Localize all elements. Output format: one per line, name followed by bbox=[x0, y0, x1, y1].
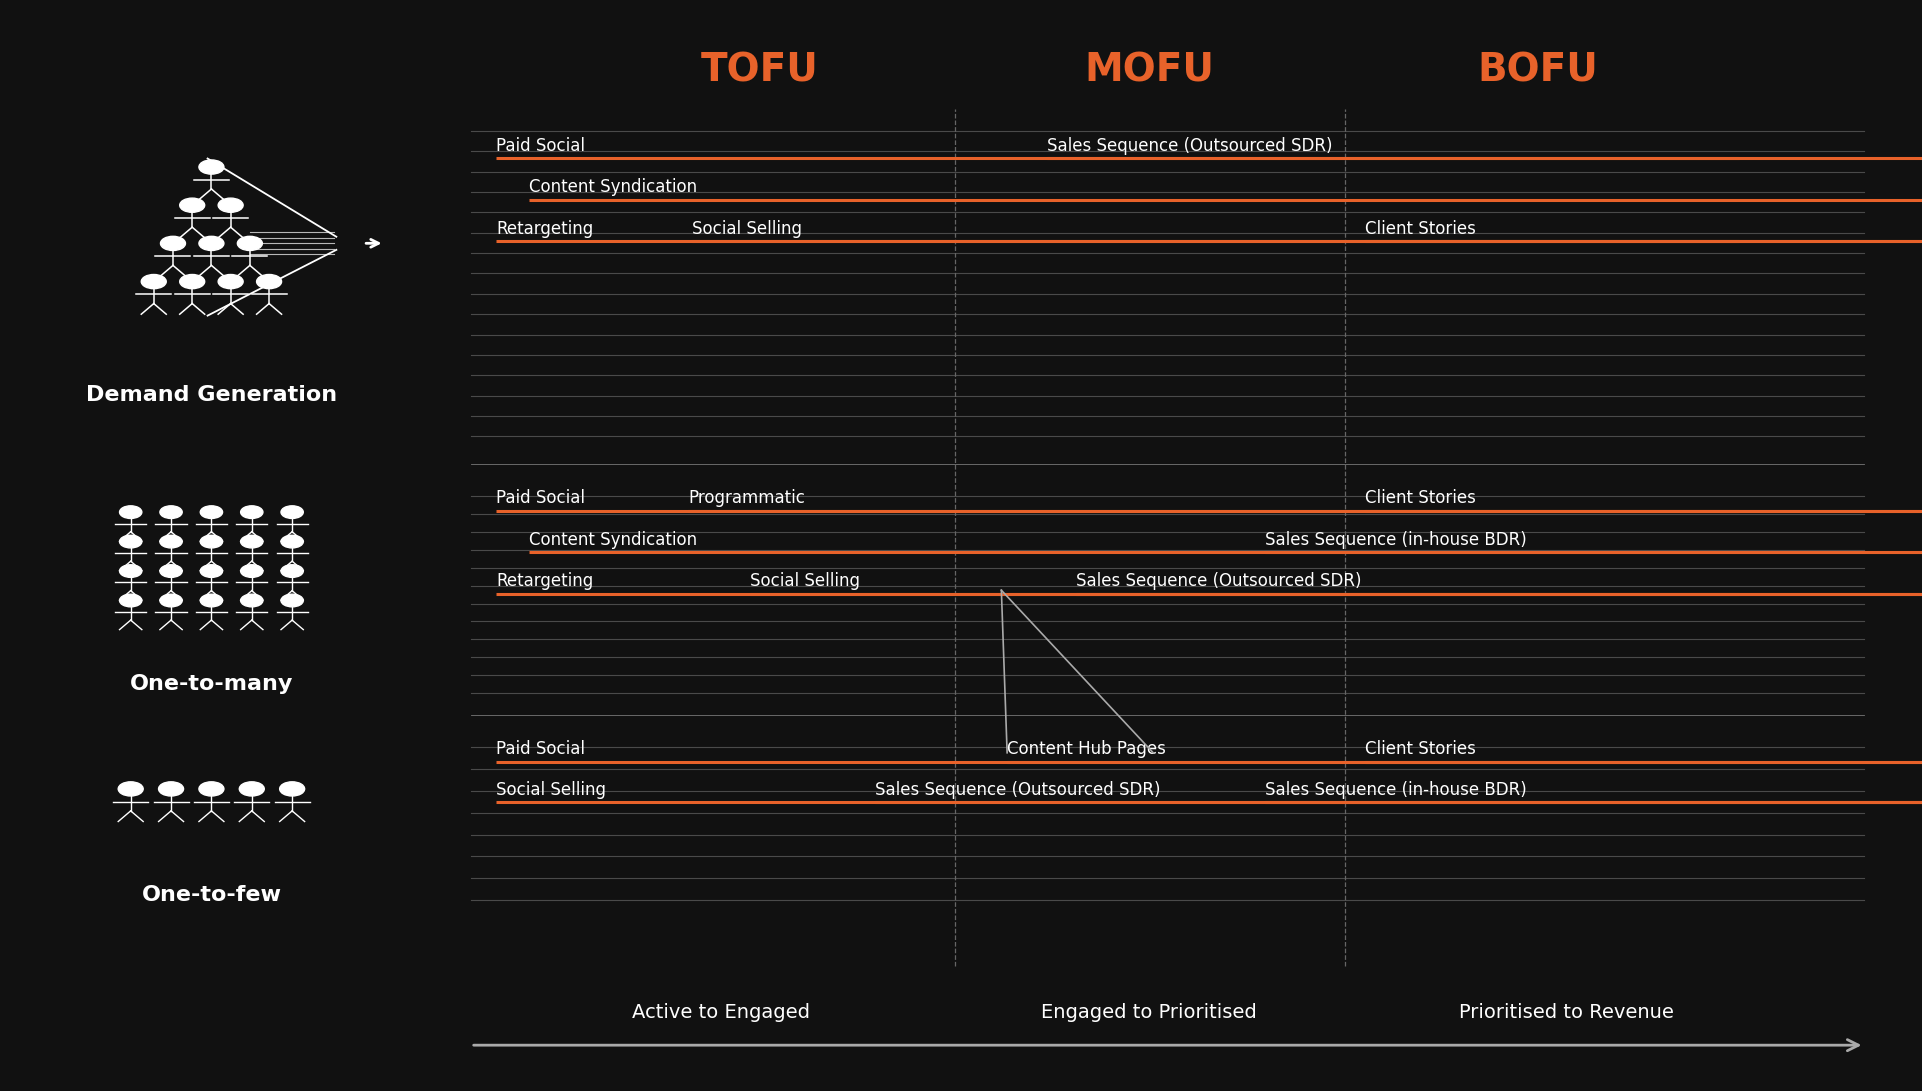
Circle shape bbox=[240, 536, 263, 548]
Circle shape bbox=[119, 506, 142, 518]
Text: Social Selling: Social Selling bbox=[496, 781, 605, 799]
Text: Retargeting: Retargeting bbox=[496, 220, 594, 238]
Circle shape bbox=[119, 536, 142, 548]
Circle shape bbox=[160, 506, 183, 518]
Circle shape bbox=[160, 536, 183, 548]
Circle shape bbox=[281, 565, 304, 577]
Circle shape bbox=[119, 565, 142, 577]
Text: Sales Sequence (Outsourced SDR): Sales Sequence (Outsourced SDR) bbox=[1076, 573, 1363, 590]
Text: Programmatic: Programmatic bbox=[688, 490, 805, 507]
Text: Content Syndication: Content Syndication bbox=[529, 179, 696, 196]
Text: TOFU: TOFU bbox=[700, 52, 819, 89]
Text: Sales Sequence (in-house BDR): Sales Sequence (in-house BDR) bbox=[1265, 781, 1526, 799]
Circle shape bbox=[240, 506, 263, 518]
Circle shape bbox=[200, 782, 225, 796]
Circle shape bbox=[200, 536, 223, 548]
Circle shape bbox=[219, 199, 242, 213]
Circle shape bbox=[200, 595, 223, 607]
Circle shape bbox=[142, 275, 167, 289]
Text: Paid Social: Paid Social bbox=[496, 137, 584, 155]
Circle shape bbox=[238, 237, 261, 251]
Circle shape bbox=[258, 275, 283, 289]
Circle shape bbox=[119, 782, 142, 796]
Text: MOFU: MOFU bbox=[1084, 52, 1215, 89]
Text: Engaged to Prioritised: Engaged to Prioritised bbox=[1042, 1003, 1257, 1022]
Circle shape bbox=[281, 782, 306, 796]
Text: Client Stories: Client Stories bbox=[1365, 220, 1476, 238]
Circle shape bbox=[181, 275, 206, 289]
Text: Prioritised to Revenue: Prioritised to Revenue bbox=[1459, 1003, 1674, 1022]
Circle shape bbox=[240, 782, 265, 796]
Circle shape bbox=[219, 275, 242, 289]
Circle shape bbox=[160, 782, 185, 796]
Circle shape bbox=[240, 565, 263, 577]
Circle shape bbox=[119, 595, 142, 607]
Circle shape bbox=[281, 536, 304, 548]
Circle shape bbox=[161, 237, 185, 251]
Text: Client Stories: Client Stories bbox=[1365, 490, 1476, 507]
Text: Retargeting: Retargeting bbox=[496, 573, 594, 590]
Circle shape bbox=[200, 160, 225, 175]
Circle shape bbox=[160, 595, 183, 607]
Text: Social Selling: Social Selling bbox=[750, 573, 859, 590]
Text: Demand Generation: Demand Generation bbox=[86, 385, 336, 405]
Text: One-to-many: One-to-many bbox=[129, 674, 294, 694]
Text: Content Syndication: Content Syndication bbox=[529, 531, 696, 549]
Text: Social Selling: Social Selling bbox=[692, 220, 801, 238]
Text: Sales Sequence (Outsourced SDR): Sales Sequence (Outsourced SDR) bbox=[875, 781, 1161, 799]
Text: Content Hub Pages: Content Hub Pages bbox=[1007, 741, 1167, 758]
Circle shape bbox=[181, 199, 206, 213]
Circle shape bbox=[200, 506, 223, 518]
Text: Sales Sequence (Outsourced SDR): Sales Sequence (Outsourced SDR) bbox=[1047, 137, 1334, 155]
Text: Active to Engaged: Active to Engaged bbox=[632, 1003, 809, 1022]
Text: Paid Social: Paid Social bbox=[496, 490, 584, 507]
Circle shape bbox=[281, 595, 304, 607]
Text: Client Stories: Client Stories bbox=[1365, 741, 1476, 758]
Circle shape bbox=[160, 565, 183, 577]
Text: One-to-few: One-to-few bbox=[142, 885, 281, 904]
Circle shape bbox=[240, 595, 263, 607]
Text: Sales Sequence (in-house BDR): Sales Sequence (in-house BDR) bbox=[1265, 531, 1526, 549]
Circle shape bbox=[281, 506, 304, 518]
Circle shape bbox=[200, 565, 223, 577]
Text: BOFU: BOFU bbox=[1478, 52, 1597, 89]
Circle shape bbox=[200, 237, 225, 251]
Text: Paid Social: Paid Social bbox=[496, 741, 584, 758]
